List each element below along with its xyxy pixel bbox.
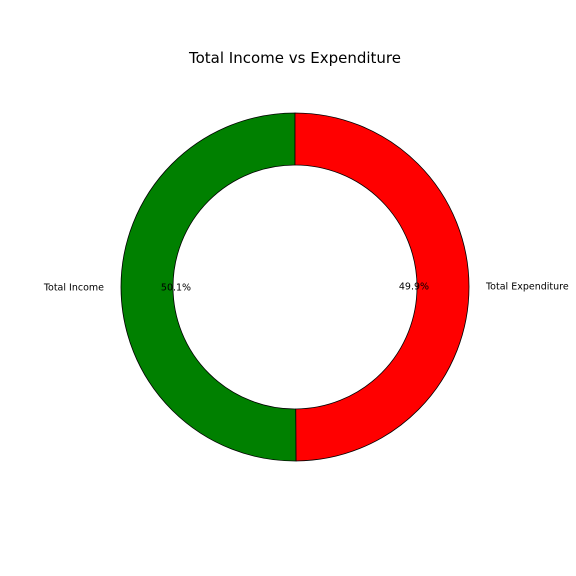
percent-label-total-expenditure: 49.9% — [399, 282, 429, 293]
slice-label-total-income: Total Income — [43, 283, 104, 294]
slice-label-total-expenditure: Total Expenditure — [485, 281, 569, 292]
slice-total-income — [120, 112, 297, 462]
slice-total-expenditure — [294, 112, 470, 462]
chart-title: Total Income vs Expenditure — [188, 49, 401, 67]
labels-group: Total Income 50.1% Total Expenditure 49.9% — [43, 281, 569, 293]
slices-group — [120, 112, 470, 462]
percent-label-total-income: 50.1% — [161, 282, 191, 293]
